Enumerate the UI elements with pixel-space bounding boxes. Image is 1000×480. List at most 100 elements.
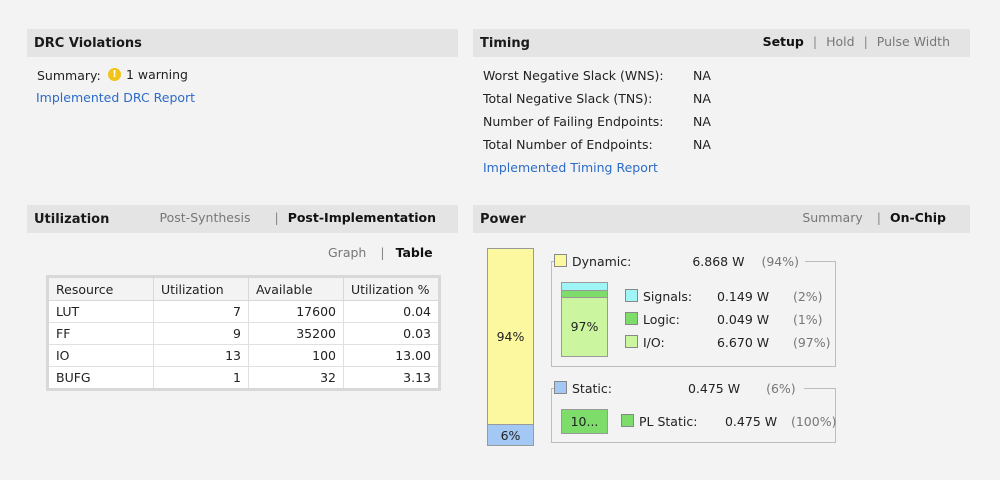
col-utilization[interactable]: Utilization [153, 276, 249, 301]
cell-utilization-pct: 0.03 [343, 322, 440, 345]
signals-value: 0.149 W [716, 289, 770, 304]
dynamic-pct: (94%) [761, 254, 799, 269]
drc-summary-label: Summary: [37, 68, 101, 83]
tab-post-implementation[interactable]: Post-Implementation [287, 210, 436, 225]
power-header: Power Summary | On-Chip [473, 205, 970, 233]
drc-title: DRC Violations [34, 36, 142, 51]
utilization-header: Utilization Post-Synthesis | Post-Implem… [27, 205, 458, 233]
cell-utilization: 9 [153, 322, 249, 345]
tab-hold[interactable]: Hold [826, 34, 855, 49]
pl-static-swatch [621, 414, 634, 427]
dynamic-label: Dynamic: [572, 254, 632, 269]
pl-static-pct: (100%) [790, 414, 837, 429]
static-row: Static: 0.475 W (6%) [554, 381, 802, 396]
io-pct: (97%) [792, 335, 831, 350]
timing-total-value: NA [693, 137, 711, 152]
warning-icon: ! [108, 68, 121, 81]
table-row[interactable]: BUFG 1 32 3.13 [47, 366, 440, 390]
timing-header: Timing Setup | Hold | Pulse Width [473, 29, 970, 57]
dynamic-breakdown-label: 97% [570, 319, 599, 334]
static-swatch [554, 381, 567, 394]
timing-title: Timing [480, 36, 530, 51]
dynamic-bar-segment: 94% [488, 249, 533, 425]
dynamic-breakdown-bar: 97% [561, 282, 608, 357]
timing-wns-value: NA [693, 68, 711, 83]
tab-summary[interactable]: Summary [802, 210, 863, 225]
io-row: I/O: 6.670 W (97%) [625, 335, 831, 350]
table-row[interactable]: IO 13 100 13.00 [47, 344, 440, 367]
tab-table[interactable]: Table [395, 245, 433, 260]
drc-warning[interactable]: ! 1 warning [108, 67, 188, 82]
cell-available: 17600 [248, 300, 344, 323]
drc-header: DRC Violations [27, 29, 458, 57]
logic-row: Logic: 0.049 W (1%) [625, 312, 823, 327]
signals-segment [562, 283, 607, 291]
utilization-title: Utilization [34, 212, 110, 227]
cell-available: 100 [248, 344, 344, 367]
cell-utilization-pct: 13.00 [343, 344, 440, 367]
logic-pct: (1%) [792, 312, 823, 327]
logic-label: Logic: [643, 312, 680, 327]
cell-resource: LUT [47, 300, 154, 323]
dynamic-value: 6.868 W [692, 254, 745, 269]
dynamic-group [551, 261, 836, 367]
drc-report-link[interactable]: Implemented DRC Report [36, 90, 196, 105]
col-utilization-pct[interactable]: Utilization % [343, 276, 440, 301]
dynamic-row: Dynamic: 6.868 W (94%) [554, 254, 805, 269]
pl-static-value: 0.475 W [724, 414, 778, 429]
utilization-tabs: Post-Synthesis | Post-Implementation [159, 210, 436, 225]
total-power-bar: 94% 6% [487, 248, 534, 446]
logic-value: 0.049 W [716, 312, 770, 327]
static-group [551, 388, 836, 443]
tab-pulse-width[interactable]: Pulse Width [876, 34, 950, 49]
cell-available: 35200 [248, 322, 344, 345]
io-label: I/O: [643, 335, 665, 350]
dynamic-bar-label: 94% [496, 329, 525, 344]
timing-tns-value: NA [693, 91, 711, 106]
table-row[interactable]: FF 9 35200 0.03 [47, 322, 440, 345]
cell-utilization: 7 [153, 300, 249, 323]
timing-tns-label: Total Negative Slack (TNS): [483, 91, 653, 106]
tab-graph[interactable]: Graph [328, 245, 367, 260]
cell-utilization: 1 [153, 366, 249, 390]
signals-swatch [625, 289, 638, 302]
pl-static-label: PL Static: [639, 414, 698, 429]
static-bar-segment: 6% [488, 425, 533, 445]
table-row[interactable]: LUT 7 17600 0.04 [47, 300, 440, 323]
signals-pct: (2%) [792, 289, 823, 304]
pl-static-row: PL Static: 0.475 W (100%) [621, 414, 836, 429]
cell-utilization-pct: 0.04 [343, 300, 440, 323]
static-breakdown-label: 10... [570, 414, 599, 429]
signals-label: Signals: [643, 289, 693, 304]
tab-post-synthesis[interactable]: Post-Synthesis [159, 210, 251, 225]
static-pct: (6%) [766, 381, 796, 396]
timing-tabs: Setup | Hold | Pulse Width [762, 34, 950, 49]
logic-segment [562, 291, 607, 298]
timing-report-link[interactable]: Implemented Timing Report [483, 160, 658, 175]
timing-wns-label: Worst Negative Slack (WNS): [483, 68, 664, 83]
dynamic-swatch [554, 254, 567, 267]
static-bar-label: 6% [500, 427, 521, 443]
logic-swatch [625, 312, 638, 325]
static-breakdown-bar: 10... [561, 409, 608, 434]
timing-failing-value: NA [693, 114, 711, 129]
col-resource[interactable]: Resource [47, 276, 154, 301]
timing-total-label: Total Number of Endpoints: [483, 137, 653, 152]
static-label: Static: [572, 381, 612, 396]
cell-resource: IO [47, 344, 154, 367]
cell-resource: FF [47, 322, 154, 345]
timing-failing-label: Number of Failing Endpoints: [483, 114, 664, 129]
power-tabs: Summary | On-Chip [802, 210, 946, 225]
io-value: 6.670 W [716, 335, 770, 350]
cell-resource: BUFG [47, 366, 154, 390]
cell-available: 32 [248, 366, 344, 390]
cell-utilization: 13 [153, 344, 249, 367]
drc-warning-text: 1 warning [126, 67, 188, 82]
cell-utilization-pct: 3.13 [343, 366, 440, 390]
signals-row: Signals: 0.149 W (2%) [625, 289, 823, 304]
col-available[interactable]: Available [248, 276, 344, 301]
tab-on-chip[interactable]: On-Chip [889, 210, 946, 225]
tab-setup[interactable]: Setup [762, 34, 804, 49]
utilization-table: Resource Utilization Available Utilizati… [46, 275, 441, 391]
utilization-view-tabs: Graph | Table [328, 245, 433, 260]
